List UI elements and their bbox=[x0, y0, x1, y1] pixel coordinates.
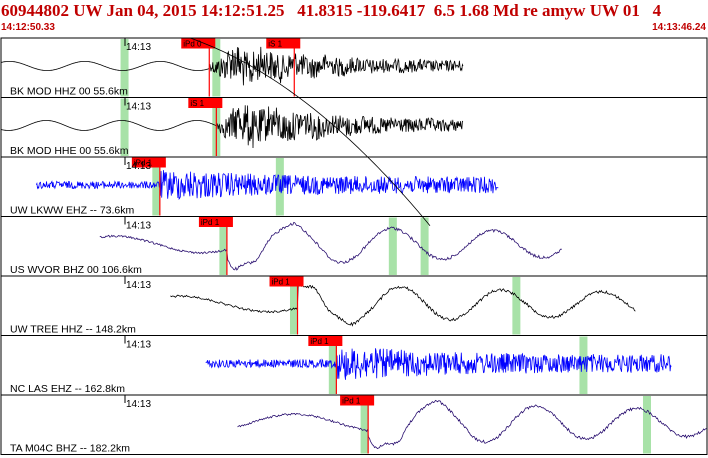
pick-window bbox=[152, 158, 161, 216]
seismogram-panels[interactable]: iPd 0 iS 1 14:13 BK MOD HHZ 00 55.6km iS 1 14… bbox=[0, 36, 708, 458]
waveform-trace bbox=[99, 221, 562, 271]
pick-flag bbox=[269, 276, 304, 287]
pick-window bbox=[120, 39, 129, 97]
channel-panel: iPd 1 14:13 NC LAS EHZ -- 162.8km bbox=[0, 335, 708, 396]
waveform-trace bbox=[237, 399, 707, 450]
pick-flag bbox=[198, 217, 233, 227]
pick-label: iPd 1 bbox=[272, 278, 291, 287]
waveform-trace bbox=[170, 281, 636, 327]
channel-label: UW LKWW EHZ -- 73.6km bbox=[10, 205, 135, 217]
pick-label: iPd 1 bbox=[342, 397, 361, 406]
channel-label: US WVOR BHZ 00 106.6km bbox=[10, 264, 142, 276]
pick-window bbox=[420, 217, 429, 275]
channel-panel: iPd 1 14:13 US WVOR BHZ 00 106.6km bbox=[0, 216, 708, 277]
channel-panel: iS 1 14:13 BK MOD HHE 00 55.6km bbox=[0, 97, 708, 158]
waveform-trace bbox=[35, 170, 499, 200]
pick-label: iPd 1 bbox=[310, 337, 329, 346]
pick-label: iS 1 bbox=[190, 99, 204, 108]
waveform-trace bbox=[0, 105, 464, 149]
pick-window bbox=[219, 217, 228, 275]
pick-window bbox=[512, 277, 521, 335]
pick-flag bbox=[188, 98, 223, 108]
pick-label: iPd 1 bbox=[134, 159, 153, 168]
time-tick-label: 14:13 bbox=[126, 399, 151, 410]
channel-panel: iPd 1 14:13 TA M04C BHZ -- 182.2km bbox=[0, 394, 708, 455]
pick-label: iPd 1 bbox=[201, 218, 220, 227]
pick-window bbox=[360, 396, 369, 454]
panel-border bbox=[0, 394, 708, 455]
waveform-trace bbox=[205, 348, 672, 380]
time-tick-label: 14:13 bbox=[126, 280, 151, 291]
pick-flag bbox=[308, 336, 343, 346]
pick-label: iPd 0 bbox=[183, 40, 202, 49]
pick-flag bbox=[181, 38, 216, 49]
channel-panel: iPd 114:13 UW LKWW EHZ -- 73.6km bbox=[0, 156, 708, 217]
time-tick-label: 14:13 bbox=[126, 340, 151, 351]
channel-panel: iPd 1 14:13 UW TREE HHZ -- 148.2km bbox=[0, 275, 708, 336]
pick-label: iS 1 bbox=[268, 40, 282, 49]
waveform-trace bbox=[0, 46, 464, 86]
channel-label: NC LAS EHZ -- 162.8km bbox=[10, 383, 125, 395]
channel-label: TA M04C BHZ -- 182.2km bbox=[10, 443, 130, 455]
event-title: 60944802 UW Jan 04, 2015 14:12:51.25 41.… bbox=[1, 1, 662, 20]
pick-flag bbox=[266, 38, 301, 49]
pick-window bbox=[642, 396, 651, 454]
time-tick-label: 14:13 bbox=[126, 102, 151, 113]
channel-label: BK MOD HHZ 00 55.6km bbox=[10, 86, 128, 98]
pick-window bbox=[289, 277, 298, 335]
event-header: 60944802 UW Jan 04, 2015 14:12:51.25 41.… bbox=[0, 0, 708, 36]
channel-label: UW TREE HHZ -- 148.2km bbox=[10, 324, 136, 336]
time-tick-label: 14:13 bbox=[126, 221, 151, 232]
channel-panel: iPd 0 iS 1 14:13 BK MOD HHZ 00 55.6km bbox=[0, 37, 708, 98]
pick-window bbox=[579, 336, 588, 394]
pick-flag bbox=[340, 395, 375, 406]
time-tick-label: 14:13 bbox=[126, 161, 151, 172]
travel-time-curve bbox=[189, 37, 431, 226]
pick-flag bbox=[131, 157, 166, 168]
end-time: 14:13:46.24 bbox=[652, 22, 706, 33]
pick-window bbox=[388, 217, 397, 275]
channel-label: BK MOD HHE 00 55.6km bbox=[10, 145, 129, 157]
pick-window bbox=[120, 98, 129, 156]
start-time: 14:12:50.33 bbox=[1, 22, 55, 33]
time-tick-label: 14:13 bbox=[126, 42, 151, 53]
